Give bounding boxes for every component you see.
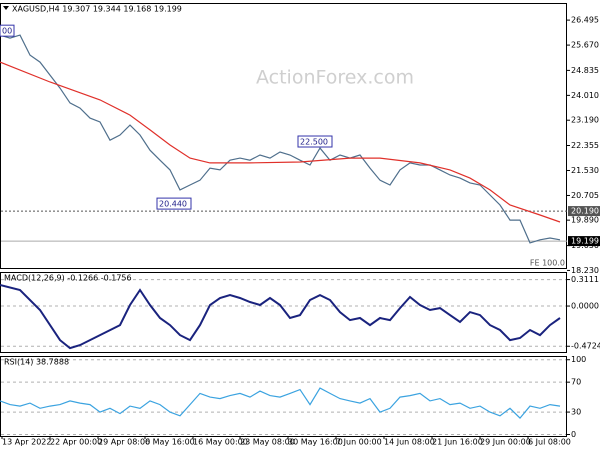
y-tick-label: 25.670 xyxy=(571,41,599,50)
x-tick-label: 13 Apr 2022 xyxy=(2,438,51,447)
y-tick-label: 22.355 xyxy=(571,141,599,150)
panel-title: XAGUSD,H4 19.307 19.344 19.168 19.199 xyxy=(12,5,182,14)
y-tick-label: 0.3111 xyxy=(571,275,599,284)
y-tick-label: 20.705 xyxy=(571,191,599,200)
panel-title: RSI(14) 38.7888 xyxy=(4,358,69,367)
x-tick-label: 6 May 16:00 xyxy=(145,438,195,447)
symbol-icon xyxy=(3,6,9,10)
x-tick-label: 29 Jun 00:00 xyxy=(480,438,531,447)
level-label: 19.199 xyxy=(571,237,599,246)
annotation-box xyxy=(156,197,192,210)
y-tick-label: 24.835 xyxy=(571,66,599,75)
annotation-label: 22.500 xyxy=(300,138,328,147)
level-label-box xyxy=(568,206,600,217)
x-tick-label: 7 Jun 00:00 xyxy=(336,438,382,447)
watermark: ActionForex.com xyxy=(256,67,414,89)
x-tick-label: 6 Jul 08:00 xyxy=(528,438,571,447)
y-tick-label: 26.495 xyxy=(571,16,599,25)
x-tick-label: 30 May 16:00 xyxy=(288,438,343,447)
series-line xyxy=(0,61,561,223)
x-tick-label: 22 Apr 00:00 xyxy=(50,438,102,447)
x-tick-label: 29 Apr 08:00 xyxy=(98,438,150,447)
y-tick-label: -0.4724 xyxy=(571,342,600,351)
y-tick-label: 0.0000 xyxy=(571,302,599,311)
fe-label: FE 100.0 xyxy=(530,259,565,268)
panel-frame xyxy=(0,3,567,269)
y-tick-label: 23.190 xyxy=(571,116,599,125)
y-tick-label: 18.230 xyxy=(571,266,599,275)
panel-frame xyxy=(0,356,567,437)
annotation-label: 20.440 xyxy=(159,200,187,209)
y-tick-label: 100 xyxy=(571,355,586,364)
x-tick-label: 21 Jun 16:00 xyxy=(432,438,483,447)
y-tick-label: 0 xyxy=(571,430,576,439)
y-tick-label: 19.890 xyxy=(571,216,599,225)
x-tick-label: 16 May 00:00 xyxy=(193,438,248,447)
annotation-box xyxy=(297,135,333,148)
x-tick-label: 23 May 08:00 xyxy=(240,438,295,447)
y-tick-label: 21.530 xyxy=(571,166,599,175)
series-line xyxy=(0,34,561,244)
y-tick-label: 24.010 xyxy=(571,91,599,100)
series-line xyxy=(0,284,561,350)
x-tick-label: 14 Jun 08:00 xyxy=(384,438,435,447)
series-line xyxy=(0,387,561,419)
annotation-box xyxy=(0,24,15,37)
annotation-label: 00 xyxy=(2,27,12,36)
y-tick-label: 70 xyxy=(571,378,581,387)
panel-title: MACD(12,26,9) -0.1266 -0.1756 xyxy=(4,274,132,283)
level-label-box xyxy=(568,236,600,247)
y-tick-label: 30 xyxy=(571,408,581,417)
level-label: 20.190 xyxy=(571,207,599,216)
panel-frame xyxy=(0,272,567,353)
